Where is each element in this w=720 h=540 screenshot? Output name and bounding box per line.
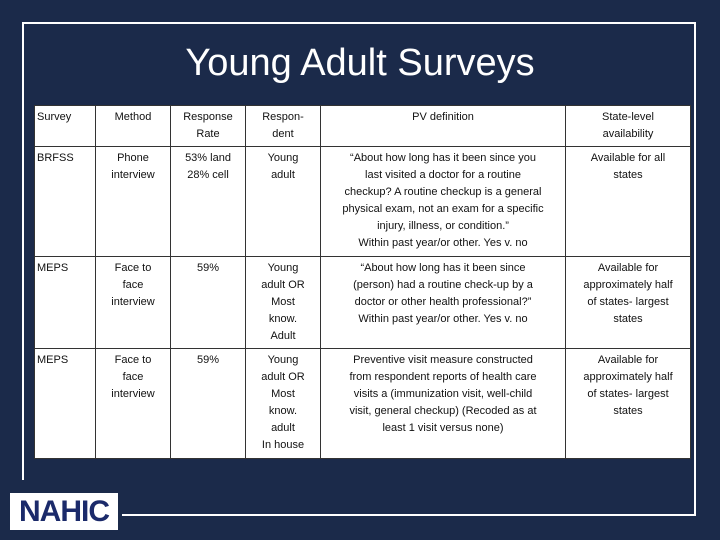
table-cell: Face to face interview <box>95 348 171 459</box>
table-row: MEPS Face to face interview 59% Young adult… <box>34 348 691 459</box>
table-cell: 53% land 28% cell <box>170 146 246 257</box>
table-cell: Face to face interview <box>95 256 171 349</box>
header-cell: Response Rate <box>170 105 246 147</box>
table-cell: “About how long has it been since you la… <box>320 146 566 257</box>
table-cell: Phone interview <box>95 146 171 257</box>
table-cell: 59% <box>170 348 246 459</box>
header-cell: Respon- dent <box>245 105 321 147</box>
header-cell: State-level availability <box>565 105 691 147</box>
table-cell: 59% <box>170 256 246 349</box>
table-cell: MEPS <box>34 256 96 349</box>
table-cell: Young adult OR Most know. Adult <box>245 256 321 349</box>
table-row: MEPS Face to face interview 59% Young adult… <box>34 256 691 349</box>
logo: NAHIC <box>10 493 118 530</box>
table-cell: Preventive visit measure constructed fro… <box>320 348 566 459</box>
table-cell: Available for approximately half of stat… <box>565 256 691 349</box>
header-cell: Method <box>95 105 171 147</box>
slide-title: Young Adult Surveys <box>185 42 535 84</box>
header-cell: PV definition <box>320 105 566 147</box>
slide-border <box>22 22 696 516</box>
table-cell: BRFSS <box>34 146 96 257</box>
table-cell: Young adult <box>245 146 321 257</box>
survey-table: Survey Method Response Rate Respon- dent PV … <box>34 105 691 459</box>
table-cell: Young adult OR Most know. adult In house <box>245 348 321 459</box>
table-body: Survey Method Response Rate Respon- dent PV … <box>34 105 691 459</box>
table-cell: Available for all states <box>565 146 691 257</box>
header-cell: Survey <box>34 105 96 147</box>
table-cell: MEPS <box>34 348 96 459</box>
table-row: BRFSS Phone interview 53% land 28% cell You… <box>34 146 691 257</box>
table-cell: Available for approximately half of stat… <box>565 348 691 459</box>
header-row: Survey Method Response Rate Respon- dent PV … <box>34 105 691 147</box>
table-cell: “About how long has it been since (perso… <box>320 256 566 349</box>
